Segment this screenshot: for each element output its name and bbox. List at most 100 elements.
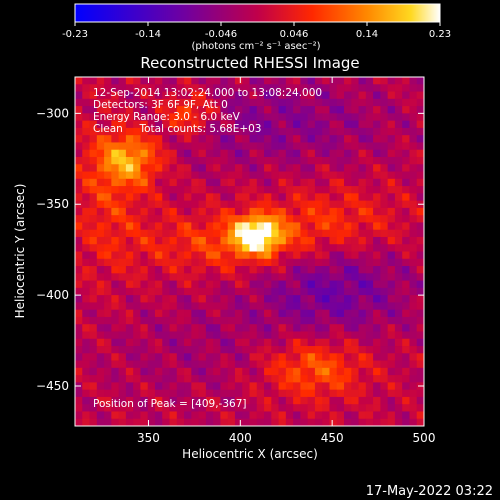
heatmap-cell [82,215,90,223]
heatmap-cell [205,149,214,158]
heatmap-cell [125,84,134,92]
heatmap-cell [278,375,287,383]
heatmap-cell [351,164,359,172]
heatmap-cell [133,273,141,281]
heatmap-cell [234,106,243,114]
heatmap-cell [307,316,316,325]
heatmap-cell [373,266,381,274]
heatmap-cell [402,135,410,143]
heatmap-cell [256,84,265,92]
heatmap-cell [227,404,236,412]
heatmap-cell [278,186,287,194]
heatmap-cell [205,244,214,252]
heatmap-cell [220,98,229,107]
heatmap-cell [394,309,403,318]
heatmap-cell [140,229,149,238]
heatmap-cell [249,287,258,296]
heatmap-cell [249,127,258,136]
heatmap-cell [264,156,272,165]
heatmap-cell [307,135,316,143]
heatmap-cell [111,135,120,143]
heatmap-cell [402,302,410,311]
heatmap-cell [314,113,323,122]
heatmap-cell [220,404,229,412]
heatmap-cell [125,382,134,391]
heatmap-cell [416,149,424,158]
heatmap-cell [82,353,90,361]
heatmap-cell [293,382,301,391]
heatmap-cell [344,106,352,114]
heatmap-cell [307,142,316,151]
heatmap-cell [213,215,221,223]
heatmap-cell [213,200,221,209]
heatmap-cell [176,331,185,340]
heatmap-cell [358,266,367,274]
heatmap-cell [89,244,98,252]
heatmap-cell [293,207,301,216]
heatmap-cell [402,113,410,122]
heatmap-cell [300,142,309,151]
heatmap-cell [344,353,352,361]
heatmap-cell [198,338,207,347]
heatmap-cell [307,77,316,85]
heatmap-cell [96,171,105,180]
heatmap-cell [220,331,229,340]
heatmap-cell [307,353,316,361]
heatmap-cell [285,251,294,260]
heatmap-cell [118,178,127,187]
heatmap-cell [380,171,389,180]
heatmap-cell [256,324,265,332]
heatmap-cell [133,411,141,420]
heatmap-cell [409,316,418,325]
heatmap-cell [147,200,156,209]
heatmap-cell [264,135,272,143]
heatmap-cell [162,266,170,274]
heatmap-cell [300,418,309,426]
heatmap-cell [96,156,105,165]
heatmap-cell [322,353,330,361]
heatmap-cell [75,244,83,252]
heatmap-cell [358,120,367,129]
heatmap-cell [176,258,185,267]
heatmap-cell [227,360,236,369]
heatmap-cell [314,316,323,325]
heatmap-cell [198,149,207,158]
heatmap-cell [242,331,250,340]
heatmap-cell [125,200,134,209]
heatmap-cell [234,193,243,201]
heatmap-cell [416,171,424,180]
heatmap-cell [351,215,359,223]
heatmap-cell [147,302,156,311]
heatmap-cell [220,215,229,223]
heatmap-cell [184,302,192,311]
heatmap-cell [198,142,207,151]
heatmap-cell [75,331,83,340]
heatmap-cell [118,149,127,158]
heatmap-cell [329,309,338,318]
heatmap-cell [220,222,229,231]
heatmap-cell [242,186,250,194]
heatmap-cell [104,178,112,187]
heatmap-cell [300,106,309,114]
heatmap-cell [96,207,105,216]
heatmap-cell [314,418,323,426]
heatmap-cell [184,360,192,369]
heatmap-cell [125,411,134,420]
heatmap-cell [387,84,396,92]
heatmap-cell [104,404,112,412]
heatmap-cell [198,316,207,325]
heatmap-cell [191,411,199,420]
heatmap-cell [140,309,149,318]
heatmap-cell [249,207,258,216]
heatmap-cell [234,316,243,325]
heatmap-cell [213,236,221,245]
heatmap-cell [293,149,301,158]
heatmap-cell [307,404,316,412]
heatmap-cell [278,77,287,85]
heatmap-cell [394,171,403,180]
heatmap-cell [82,375,90,383]
heatmap-cell [416,338,424,347]
heatmap-cell [169,360,178,369]
heatmap-cell [96,236,105,245]
heatmap-cell [169,142,178,151]
